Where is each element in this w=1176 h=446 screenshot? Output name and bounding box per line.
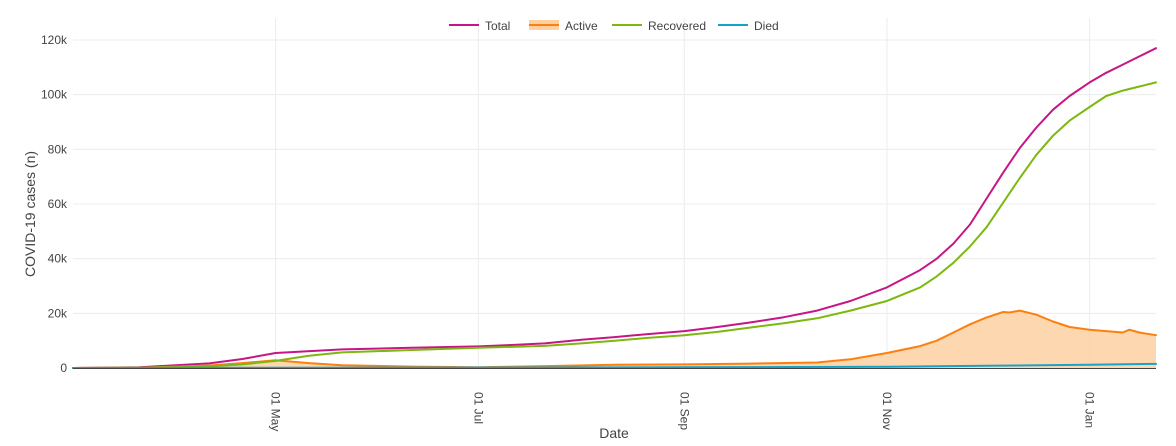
x-axis-title: Date (599, 425, 629, 441)
x-tick-label: 01 Jul (471, 392, 485, 424)
series-died-line (72, 362, 1157, 369)
y-tick-label: 100k (41, 88, 68, 102)
legend-item-active[interactable]: Active (529, 19, 598, 33)
legend-label: Recovered (648, 19, 706, 33)
legend-label: Active (565, 19, 598, 33)
y-tick-label: 60k (48, 197, 68, 211)
legend-item-recovered[interactable]: Recovered (612, 19, 706, 33)
series-active-line (72, 309, 1157, 369)
y-tick-label: 40k (48, 252, 68, 266)
x-tick-label: 01 May (269, 392, 283, 431)
y-axis-title: COVID-19 cases (n) (22, 151, 38, 277)
x-tick-label: 01 Jan (1083, 392, 1097, 428)
y-tick-label: 120k (41, 33, 68, 47)
y-tick-label: 20k (48, 306, 68, 320)
x-tick-labels: 01 May 01 Jul 01 Sep 01 Nov 01 Jan (269, 392, 1097, 431)
series-total-line (72, 47, 1157, 369)
legend-label: Died (754, 19, 779, 33)
gridlines (73, 18, 1156, 368)
x-tick-label: 01 Sep (677, 392, 691, 430)
legend-item-died[interactable]: Died (718, 19, 779, 33)
series-group (72, 47, 1157, 369)
y-tick-label: 0 (60, 361, 67, 375)
legend-label: Total (485, 19, 510, 33)
y-tick-labels: 0 20k 40k 60k 80k 100k 120k (41, 33, 68, 375)
x-tick-label: 01 Nov (880, 392, 894, 430)
legend[interactable]: Total Active Recovered Died (449, 19, 779, 33)
y-tick-label: 80k (48, 142, 68, 156)
legend-item-total[interactable]: Total (449, 19, 510, 33)
series-recovered-line (72, 81, 1157, 369)
